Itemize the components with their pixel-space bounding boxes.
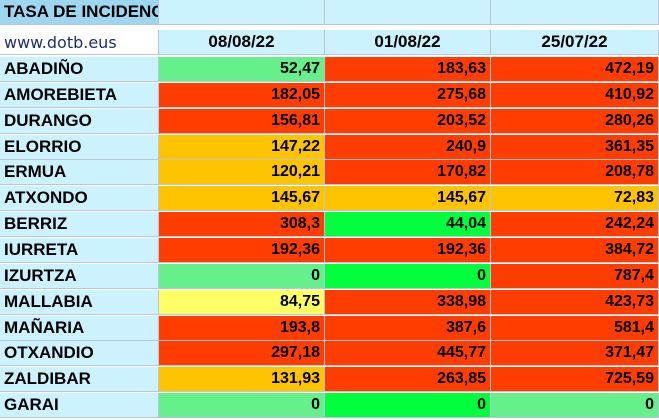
incidence-value-cell[interactable]: 120,21 [159,160,325,186]
title-empty-cell[interactable] [325,0,491,25]
sheet-bottom-edge [0,418,659,420]
incidence-value-cell[interactable]: 193,8 [159,315,325,341]
incidence-value-cell[interactable]: 263,85 [325,367,491,393]
incidence-value-cell[interactable]: 84,75 [159,289,325,315]
municipality-name[interactable]: ERMUA [0,160,159,186]
header-row: www.dotb.eus 08/08/22 01/08/22 25/07/22 [0,30,659,55]
municipality-name[interactable]: IZURTZA [0,263,159,289]
sheet-title[interactable]: TASA DE INCIDENCIA [0,0,159,25]
incidence-value-cell[interactable]: 156,81 [159,108,325,134]
table-row: MALLABIA 84,75 338,98 423,73 [0,289,659,315]
incidence-value-cell[interactable]: 183,63 [325,57,491,82]
incidence-value-cell[interactable]: 145,67 [159,186,325,212]
incidence-value-cell[interactable]: 147,22 [159,134,325,160]
municipality-name[interactable]: ZALDIBAR [0,367,159,393]
table-row: ABADIÑO 52,47 183,63 472,19 [0,57,659,82]
incidence-value-cell[interactable]: 170,82 [325,160,491,186]
incidence-value-cell[interactable]: 787,4 [491,263,659,289]
incidence-value-cell[interactable]: 0 [325,393,491,419]
incidence-value-cell[interactable]: 308,3 [159,212,325,238]
table-row: ELORRIO 147,22 240,9 361,35 [0,134,659,160]
title-empty-cell[interactable] [491,0,659,25]
incidence-value-cell[interactable]: 423,73 [491,289,659,315]
municipality-name[interactable]: MALLABIA [0,289,159,315]
municipality-name[interactable]: GARAI [0,393,159,419]
incidence-value-cell[interactable]: 182,05 [159,82,325,108]
incidence-value-cell[interactable]: 242,24 [491,212,659,238]
table-row: ZALDIBAR 131,93 263,85 725,59 [0,367,659,393]
incidence-value-cell[interactable]: 44,04 [325,212,491,238]
website-label[interactable]: www.dotb.eus [0,30,159,55]
municipality-name[interactable]: IURRETA [0,238,159,263]
table-row: OTXANDIO 297,18 445,77 371,47 [0,341,659,367]
municipality-name[interactable]: ELORRIO [0,134,159,160]
table-row: ERMUA 120,21 170,82 208,78 [0,160,659,186]
title-empty-cell[interactable] [159,0,325,25]
table-row: IURRETA 192,36 192,36 384,72 [0,238,659,263]
incidence-value-cell[interactable]: 280,26 [491,108,659,134]
table-row: ATXONDO 145,67 145,67 72,83 [0,186,659,212]
table-row: MAÑARIA 193,8 387,6 581,4 [0,315,659,341]
municipality-name[interactable]: BERRIZ [0,212,159,238]
incidence-value-cell[interactable]: 725,59 [491,367,659,393]
incidence-value-cell[interactable]: 371,47 [491,341,659,367]
municipality-name[interactable]: MAÑARIA [0,315,159,341]
incidence-value-cell[interactable]: 0 [159,263,325,289]
incidence-value-cell[interactable]: 338,98 [325,289,491,315]
incidence-value-cell[interactable]: 145,67 [325,186,491,212]
incidence-value-cell[interactable]: 192,36 [159,238,325,263]
table-row: DURANGO 156,81 203,52 280,26 [0,108,659,134]
incidence-value-cell[interactable]: 131,93 [159,367,325,393]
incidence-value-cell[interactable]: 581,4 [491,315,659,341]
incidence-value-cell[interactable]: 0 [159,393,325,419]
table-row: IZURTZA 0 0 787,4 [0,263,659,289]
title-row: TASA DE INCIDENCIA [0,0,659,25]
incidence-value-cell[interactable]: 472,19 [491,57,659,82]
column-header-date[interactable]: 25/07/22 [491,30,659,55]
incidence-value-cell[interactable]: 203,52 [325,108,491,134]
incidence-value-cell[interactable]: 445,77 [325,341,491,367]
incidence-value-cell[interactable]: 208,78 [491,160,659,186]
incidence-value-cell[interactable]: 384,72 [491,238,659,263]
incidence-value-cell[interactable]: 387,6 [325,315,491,341]
incidence-value-cell[interactable]: 72,83 [491,186,659,212]
incidence-value-cell[interactable]: 410,92 [491,82,659,108]
incidence-value-cell[interactable]: 52,47 [159,57,325,82]
incidence-value-cell[interactable]: 240,9 [325,134,491,160]
table-row: AMOREBIETA 182,05 275,68 410,92 [0,82,659,108]
incidence-value-cell[interactable]: 361,35 [491,134,659,160]
column-header-date[interactable]: 01/08/22 [325,30,491,55]
table-row: GARAI 0 0 0 [0,393,659,419]
municipality-name[interactable]: ATXONDO [0,186,159,212]
incidence-value-cell[interactable]: 297,18 [159,341,325,367]
municipality-name[interactable]: DURANGO [0,108,159,134]
municipality-name[interactable]: OTXANDIO [0,341,159,367]
column-header-date[interactable]: 08/08/22 [159,30,325,55]
incidence-value-cell[interactable]: 0 [325,263,491,289]
incidence-value-cell[interactable]: 275,68 [325,82,491,108]
municipality-name[interactable]: AMOREBIETA [0,82,159,108]
incidence-value-cell[interactable]: 0 [491,393,659,419]
municipality-name[interactable]: ABADIÑO [0,57,159,82]
incidence-value-cell[interactable]: 192,36 [325,238,491,263]
table-row: BERRIZ 308,3 44,04 242,24 [0,212,659,238]
